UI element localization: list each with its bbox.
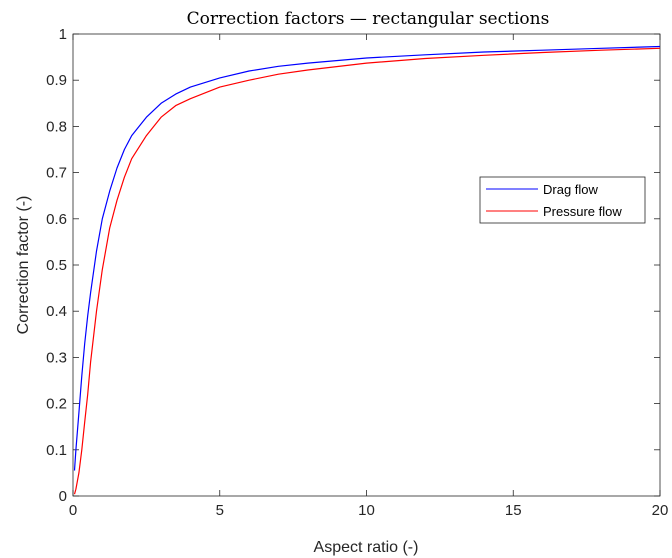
y-tick-label: 0.1: [46, 442, 67, 459]
x-tick-label: 0: [69, 502, 77, 519]
x-tick-label: 20: [652, 502, 669, 519]
x-tick-label: 5: [216, 502, 224, 519]
y-tick-label: 0.4: [46, 303, 67, 320]
y-tick-label: 0.2: [46, 396, 67, 413]
y-tick-label: 0.7: [46, 165, 67, 182]
y-tick-label: 0.9: [46, 72, 67, 89]
legend-label-pressure-flow: Pressure flow: [543, 204, 622, 219]
y-tick-label: 0.3: [46, 349, 67, 366]
chart-title: Correction factors — rectangular section…: [187, 9, 550, 29]
x-tick-label: 10: [358, 502, 375, 519]
y-axis-title: Correction factor (-): [15, 196, 32, 335]
x-tick-label: 15: [505, 502, 522, 519]
x-axis-title: Aspect ratio (-): [314, 539, 419, 556]
y-tick-label: 1: [59, 26, 67, 43]
y-tick-label: 0: [59, 488, 67, 505]
y-tick-label: 0.5: [46, 257, 67, 274]
legend: Drag flow Pressure flow: [480, 177, 645, 223]
y-tick-label: 0.6: [46, 211, 67, 228]
y-tick-label: 0.8: [46, 118, 67, 135]
legend-label-drag-flow: Drag flow: [543, 182, 599, 197]
